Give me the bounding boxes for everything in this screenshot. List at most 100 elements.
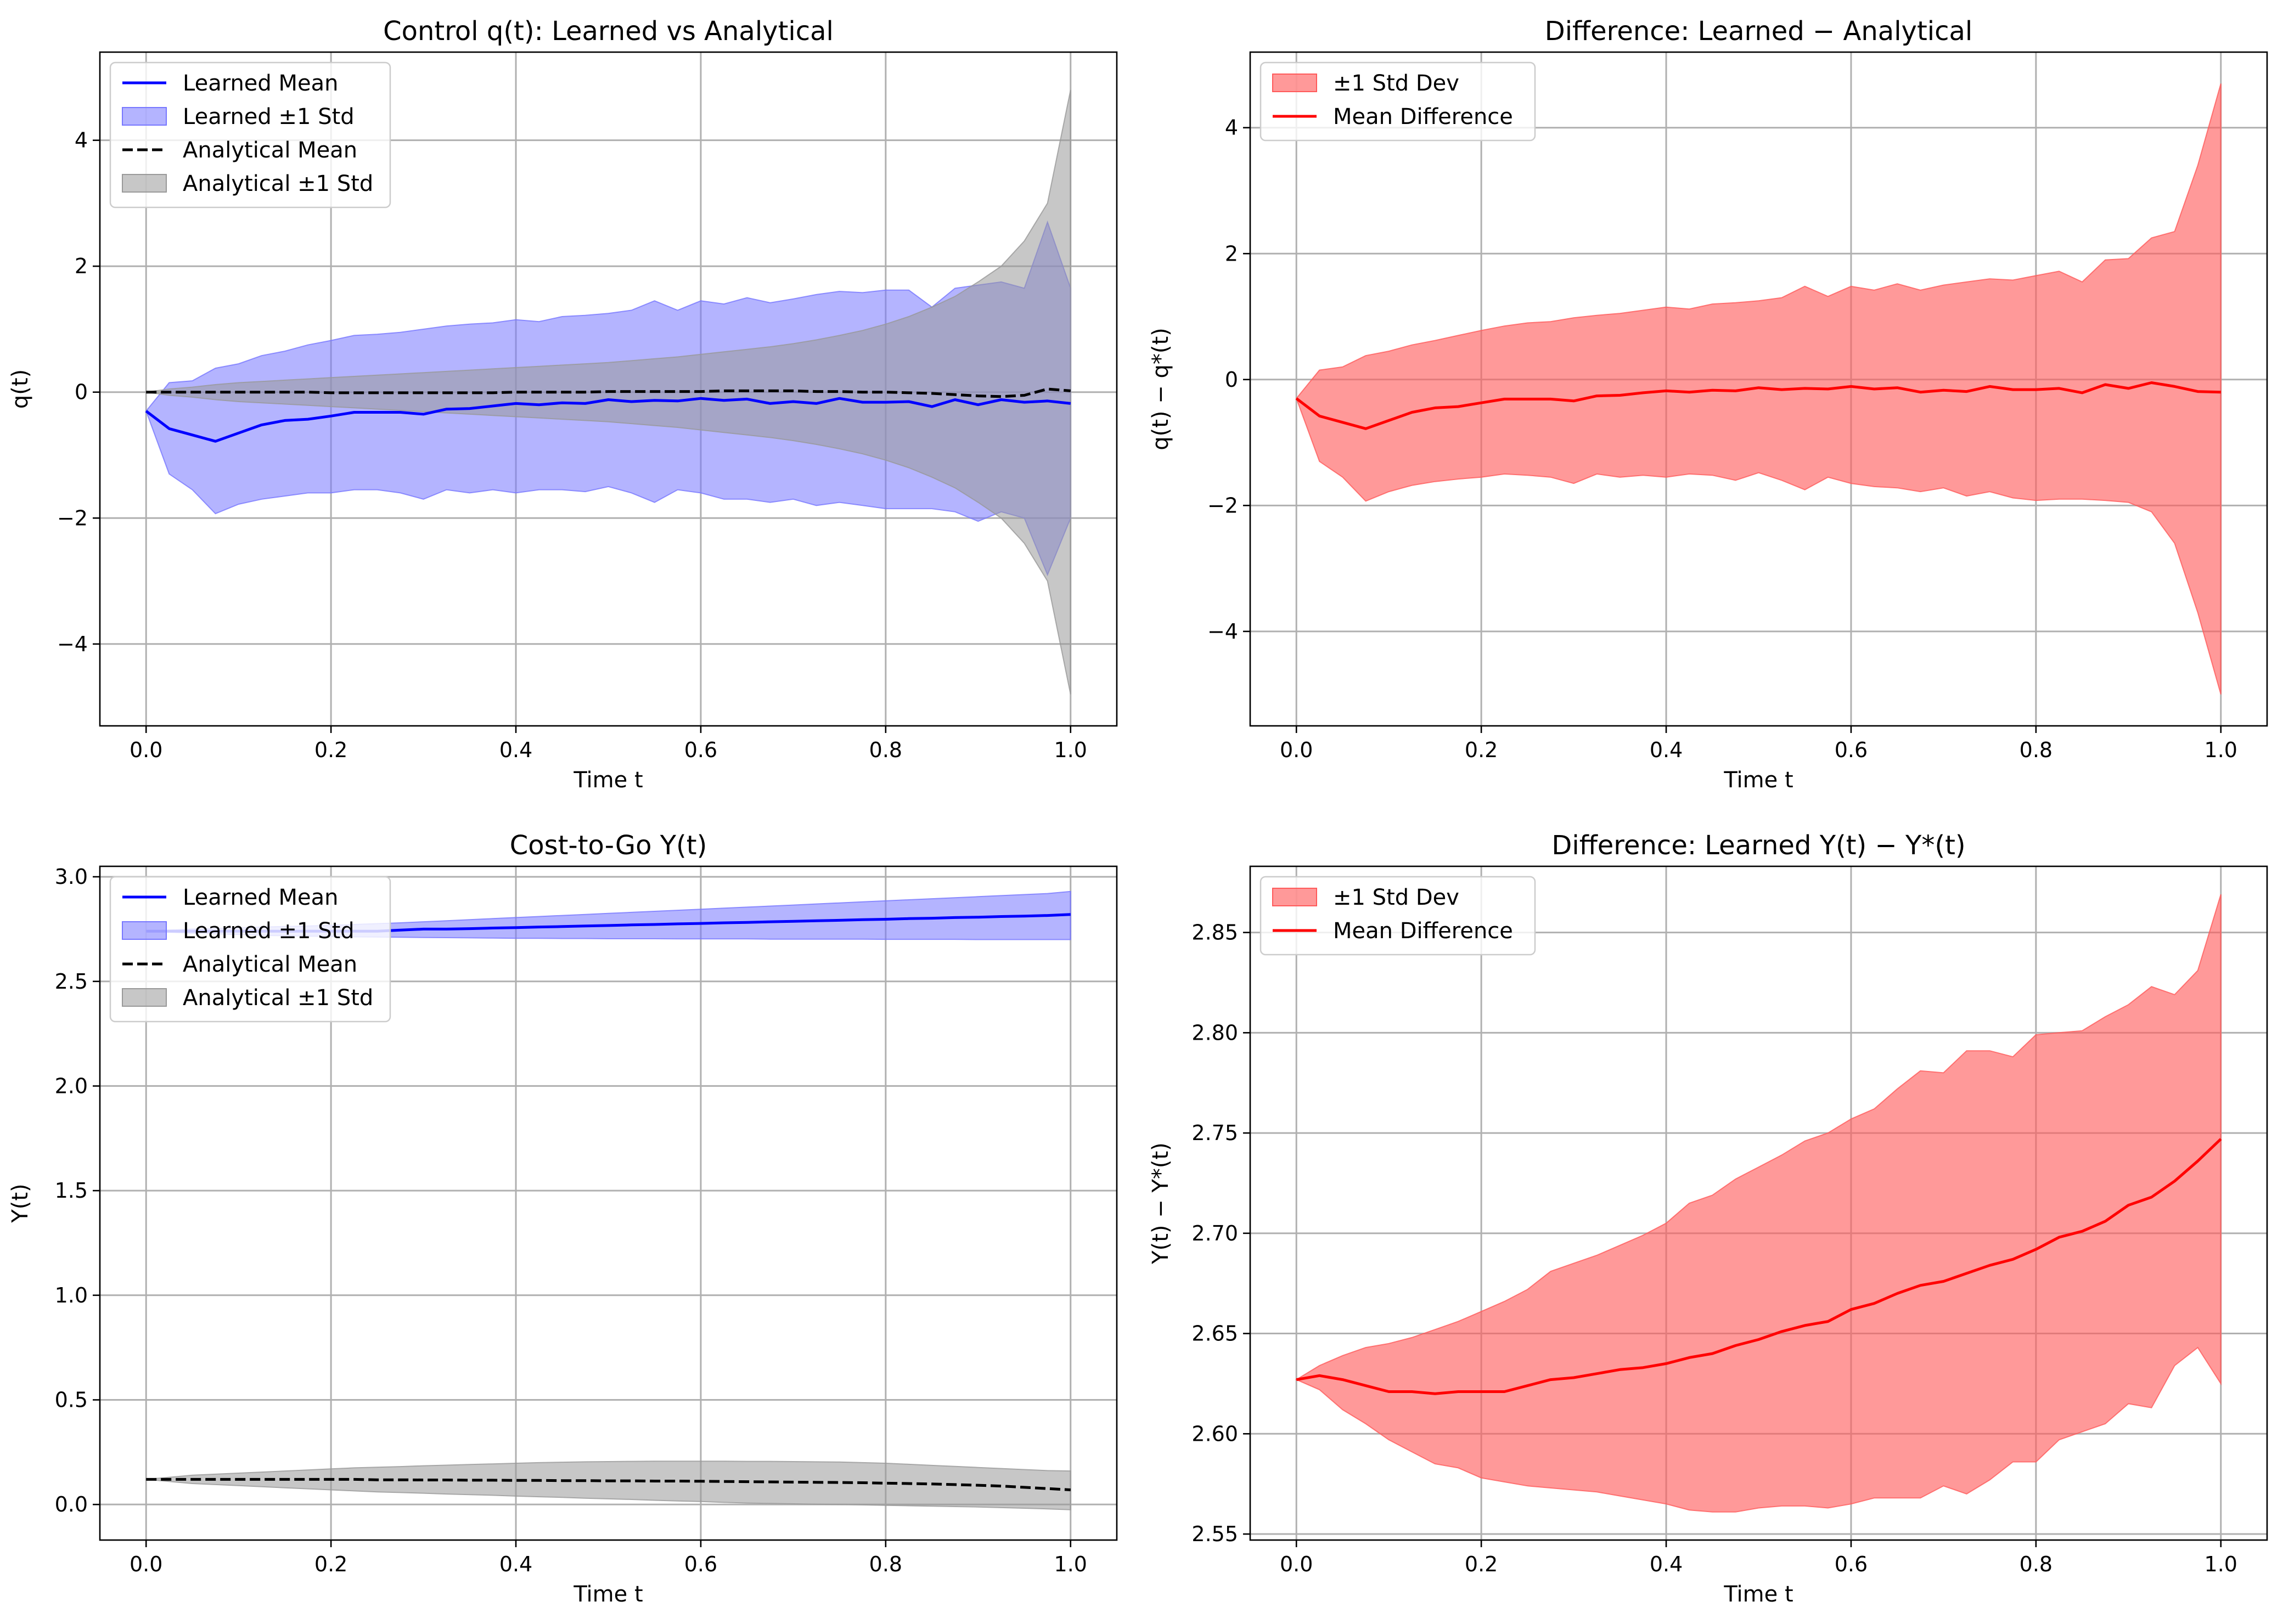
- chart-title: Difference: Learned Y(t) − Y*(t): [1551, 830, 1965, 861]
- legend-entry: ±1 Std Dev: [1333, 885, 1459, 910]
- legend-entry: ±1 Std Dev: [1333, 71, 1459, 96]
- chart-title: Cost-to-Go Y(t): [510, 830, 707, 861]
- x-tick-label: 0.6: [684, 1552, 717, 1576]
- legend-frame: [109, 876, 391, 1023]
- plot-area: [1295, 894, 2222, 1513]
- legend-entry: Learned Mean: [183, 71, 339, 96]
- x-axis-label: Time t: [573, 1582, 643, 1607]
- x-tick-label: 1.0: [2205, 1552, 2237, 1576]
- y-axis-label: Y(t): [8, 1183, 33, 1223]
- legend-entry: Learned ±1 Std: [183, 918, 355, 944]
- legend-frame: [1259, 876, 1536, 956]
- legend: Learned Mean Learned ±1 Std Analytical Mea…: [109, 876, 391, 1023]
- y-tick-label: 0.5: [55, 1388, 88, 1412]
- y-tick-label: 4: [75, 128, 88, 153]
- y-tick-label: −2: [57, 506, 88, 530]
- legend: ±1 Std Dev Mean Difference: [1259, 876, 1536, 956]
- x-tick-label: 0.6: [684, 738, 717, 762]
- x-tick-label: 0.6: [1835, 738, 1868, 762]
- y-tick-label: 2: [1225, 241, 1238, 266]
- x-tick-label: 1.0: [1054, 738, 1087, 762]
- y-tick-label: 2.60: [1191, 1422, 1238, 1446]
- legend-swatch-band: [1272, 74, 1317, 92]
- mean-line-2: [146, 387, 1071, 398]
- x-tick-label: 0.0: [130, 1552, 162, 1576]
- legend: ±1 Std Dev Mean Difference: [1259, 61, 1536, 142]
- x-axis-label: Time t: [1723, 768, 1793, 793]
- axes-frame: [1249, 865, 2268, 1541]
- x-tick-label: 0.8: [869, 738, 902, 762]
- legend-entry: Analytical Mean: [183, 138, 357, 163]
- x-tick-label: 0.8: [2020, 738, 2053, 762]
- x-axis-label: Time t: [1723, 1582, 1793, 1607]
- y-tick-label: 2.80: [1191, 1020, 1238, 1045]
- chart-panel-4: 0.0 0.2 0.4 0.6 0.8 1.0 2.55 2.60 2.65 2.70 2.75 2.…: [1148, 830, 2268, 1607]
- x-tick-label: 0.4: [499, 1552, 532, 1576]
- y-axis-label: q(t) − q*(t): [1148, 328, 1173, 450]
- legend-entry: Analytical ±1 Std: [183, 985, 373, 1011]
- legend-swatch-band: [1272, 888, 1317, 906]
- std-band-1: [1295, 894, 2222, 1513]
- y-tick-label: 3.0: [55, 865, 88, 889]
- x-tick-label: 0.4: [1650, 738, 1683, 762]
- y-tick-label: 2.70: [1191, 1221, 1238, 1245]
- chart-title: Difference: Learned − Analytical: [1545, 16, 1972, 47]
- legend-swatch-band: [122, 988, 167, 1007]
- y-tick-label: 2.85: [1191, 921, 1238, 945]
- chart-panel-1: 0.0 0.2 0.4 0.6 0.8 1.0 −4 −2 0 2 4 Control q(t): L…: [8, 16, 1118, 793]
- legend-entry: Mean Difference: [1333, 104, 1513, 129]
- plot-area: [1295, 83, 2222, 695]
- legend-frame: [1259, 61, 1536, 142]
- x-axis-label: Time t: [573, 768, 643, 793]
- y-tick-label: −4: [57, 632, 88, 656]
- y-tick-label: 2.0: [55, 1074, 88, 1098]
- y-tick-label: −4: [1207, 619, 1238, 644]
- y-tick-label: −2: [1207, 493, 1238, 517]
- mean-line-2: [146, 1478, 1071, 1491]
- y-axis-label: Y(t) − Y*(t): [1148, 1142, 1173, 1265]
- x-tick-label: 0.0: [130, 738, 162, 762]
- chart-panel-2: 0.0 0.2 0.4 0.6 0.8 1.0 −4 −2 0 2 4 Difference: Lea…: [1148, 16, 2268, 793]
- legend-entry: Analytical ±1 Std: [183, 171, 373, 196]
- y-tick-label: 0: [1225, 368, 1238, 392]
- x-tick-label: 0.0: [1280, 738, 1313, 762]
- y-tick-label: 1.5: [55, 1178, 88, 1203]
- y-tick-label: 2.5: [55, 969, 88, 994]
- y-axis-label: q(t): [8, 369, 33, 409]
- legend-entry: Learned ±1 Std: [183, 104, 355, 129]
- y-tick-label: 2.65: [1191, 1322, 1238, 1346]
- x-tick-label: 0.8: [869, 1552, 902, 1576]
- axes-frame: [1249, 51, 2268, 727]
- legend-swatch-band: [122, 174, 167, 193]
- plot-area: [145, 89, 1071, 695]
- x-tick-label: 0.0: [1280, 1552, 1313, 1576]
- x-tick-label: 0.4: [1650, 1552, 1683, 1576]
- y-tick-label: 2.55: [1191, 1522, 1238, 1546]
- legend-entry: Learned Mean: [183, 885, 339, 910]
- x-tick-label: 0.2: [314, 738, 347, 762]
- y-tick-label: 4: [1225, 116, 1238, 140]
- axes-frame: [99, 865, 1118, 1541]
- y-tick-label: 0.0: [55, 1492, 88, 1516]
- legend-entry: Mean Difference: [1333, 918, 1513, 944]
- x-tick-label: 1.0: [2205, 738, 2237, 762]
- legend: Learned Mean Learned ±1 Std Analytical Mea…: [109, 61, 391, 208]
- legend-swatch-band: [122, 921, 167, 940]
- x-tick-label: 0.2: [1465, 738, 1498, 762]
- x-tick-label: 1.0: [1054, 1552, 1087, 1576]
- x-tick-label: 0.8: [2020, 1552, 2053, 1576]
- x-tick-label: 0.4: [499, 738, 532, 762]
- legend-frame: [109, 61, 391, 208]
- mean-line-1: [1295, 381, 2221, 430]
- x-tick-label: 0.2: [1465, 1552, 1498, 1576]
- x-tick-label: 0.2: [314, 1552, 347, 1576]
- chart-panel-3: 0.0 0.2 0.4 0.6 0.8 1.0 0.0 0.5 1.0 1.5 2.0 2.5 3.0 C…: [8, 830, 1118, 1607]
- y-tick-label: 2.75: [1191, 1121, 1238, 1145]
- std-band-2: [146, 1461, 1071, 1510]
- legend-entry: Analytical Mean: [183, 952, 357, 977]
- y-tick-label: 1.0: [55, 1283, 88, 1307]
- axes-frame: [99, 51, 1118, 727]
- mean-line-1: [1296, 1138, 2222, 1395]
- y-tick-label: 0: [75, 380, 88, 404]
